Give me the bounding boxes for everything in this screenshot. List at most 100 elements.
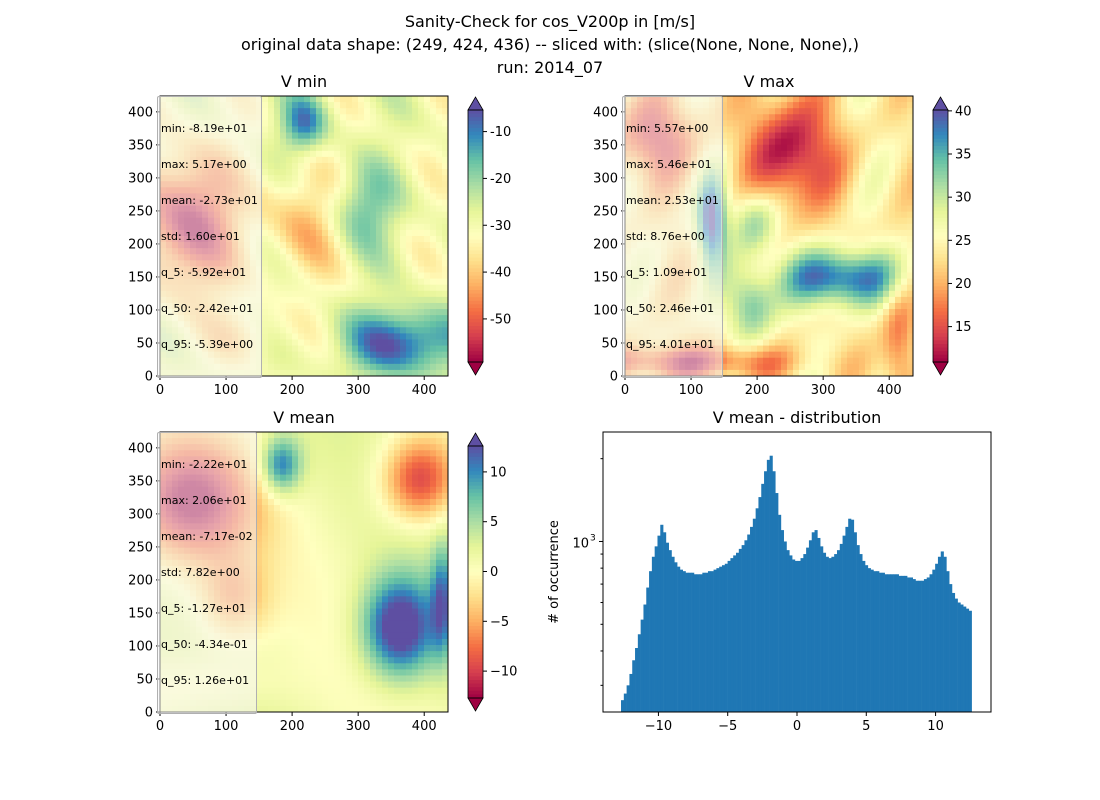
vmax-heatmap-cell [763, 248, 770, 255]
vmin-heatmap-cell [328, 181, 335, 188]
vmax-heatmap-cell [895, 339, 902, 346]
vmax-heatmap-cell [817, 302, 824, 310]
vmin-heatmap-cell [376, 126, 383, 133]
vmax-colorbar-segment [933, 196, 948, 201]
vmax-heatmap-cell [745, 278, 752, 286]
vmin-heatmap-cell [442, 156, 449, 164]
vmax-heatmap-cell [733, 248, 740, 255]
vmax-heatmap-cell [877, 266, 884, 273]
vmin-heatmap-cell [304, 309, 311, 316]
vmax-heatmap-cell [739, 339, 746, 346]
vmin-colorbar-segment [468, 182, 483, 187]
vmax-heatmap-cell [841, 156, 848, 164]
vmin-heatmap-cell [304, 302, 311, 310]
vmin-colorbar-segment [468, 135, 483, 140]
vmin-heatmap-cell [310, 284, 317, 292]
vmax-colorbar-segment [933, 221, 948, 226]
vmax-heatmap-cell [811, 217, 818, 225]
vmin-heatmap-cell [352, 284, 359, 292]
vmax-colorbar-segment [933, 254, 948, 259]
vmin-heatmap-cell [412, 126, 419, 133]
vmin-heatmap-cell [406, 284, 413, 292]
vmax-heatmap-cell [751, 296, 758, 304]
vmin-heatmap-cell [286, 369, 293, 377]
vmax-y-tick-label: 400 [593, 105, 618, 120]
vmin-heatmap-cell [376, 309, 383, 316]
vmax-heatmap-cell [769, 199, 776, 206]
vmax-heatmap-cell [769, 96, 776, 103]
vmin-heatmap-cell [400, 108, 407, 115]
vmax-heatmap-cell [865, 229, 872, 237]
vmin-heatmap-cell [328, 345, 335, 353]
vmin-heatmap-cell [352, 369, 359, 377]
vmax-heatmap-cell [733, 150, 740, 158]
vmean-heatmap-cell [412, 444, 419, 451]
vmax-heatmap-cell [781, 193, 788, 200]
vmean-heatmap-cell [346, 462, 353, 469]
vmax-heatmap-cell [835, 363, 842, 371]
vmax-heatmap-cell [763, 169, 770, 176]
vmin-heatmap-cell [286, 108, 293, 115]
vmin-heatmap-cell [310, 108, 317, 115]
vmax-heatmap-cell [727, 290, 734, 298]
vmax-heatmap-cell [751, 357, 758, 365]
vmin-heatmap-cell [376, 108, 383, 115]
vmax-heatmap-cell [889, 199, 896, 206]
vmin-heatmap-cell [376, 223, 383, 231]
vmax-heatmap-cell [721, 242, 728, 249]
vmin-colorbar-segment [468, 110, 483, 115]
vmax-heatmap-cell [757, 327, 764, 334]
vmax-heatmap-cell [883, 144, 890, 152]
vmin-heatmap-cell [346, 144, 353, 152]
vmax-heatmap-cell [883, 266, 890, 273]
vmin-heatmap-cell [406, 351, 413, 359]
vmax-y-tick-label: 0 [610, 370, 618, 385]
vmin-heatmap-cell [310, 175, 317, 182]
vmin-heatmap-cell [340, 345, 347, 353]
vmax-heatmap-cell [721, 248, 728, 255]
vmax-heatmap-cell [733, 327, 740, 334]
vmin-colorbar-segment [468, 333, 483, 338]
vmin-heatmap-cell [262, 150, 269, 158]
vmean-heatmap-cell [262, 438, 269, 445]
vmax-heatmap-cell [799, 266, 806, 273]
vmax-heatmap-cell [901, 169, 908, 176]
vmax-heatmap-cell [769, 144, 776, 152]
vmax-heatmap-cell [751, 162, 758, 170]
vmin-heatmap-cell [412, 333, 419, 340]
vmin-heatmap-cell [352, 339, 359, 346]
vmax-heatmap-cell [847, 193, 854, 200]
vmax-heatmap-cell [901, 120, 908, 127]
vmax-colorbar-segment [933, 167, 948, 172]
vmax-heatmap-cell [859, 236, 866, 243]
vmax-heatmap-cell [769, 339, 776, 346]
vmin-heatmap-cell [304, 126, 311, 133]
vmax-heatmap-cell [889, 162, 896, 170]
vmin-colorbar-segment [468, 239, 483, 244]
vmax-heatmap-cell [751, 290, 758, 298]
vmax-heatmap-cell [877, 345, 884, 353]
vmax-heatmap-cell [823, 333, 830, 340]
vmin-stat: q_5: -5.92e+01 [161, 266, 247, 279]
vmin-heatmap-cell [304, 327, 311, 334]
vmax-heatmap-cell [781, 236, 788, 243]
vmax-stat: max: 5.46e+01 [626, 158, 712, 171]
vmax-heatmap-cell [901, 150, 908, 158]
vmin-heatmap-cell [436, 181, 443, 188]
vmax-heatmap-cell [799, 321, 806, 328]
vmax-heatmap-cell [721, 162, 728, 170]
vmin-heatmap-cell [364, 169, 371, 176]
vmin-colorbar-segment [468, 203, 483, 208]
vmin-heatmap-cell [304, 363, 311, 371]
vmin-heatmap-cell [388, 315, 395, 322]
vmin-heatmap-cell [346, 302, 353, 310]
vmax-heatmap-cell [823, 156, 830, 164]
vmin-heatmap-cell [370, 144, 377, 152]
vmin-heatmap-cell [292, 102, 299, 109]
vmax-heatmap-cell [901, 254, 908, 261]
vmin-heatmap-cell [274, 223, 281, 231]
vmax-heatmap-cell [763, 266, 770, 273]
vmin-heatmap-cell [358, 102, 365, 109]
vmin-heatmap-cell [436, 333, 443, 340]
vmax-heatmap-cell [859, 272, 866, 280]
